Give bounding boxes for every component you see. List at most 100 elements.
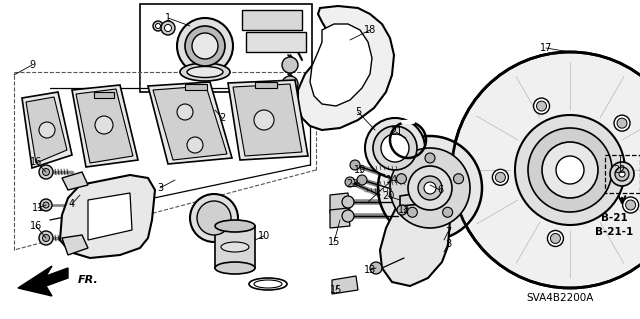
Polygon shape	[400, 190, 444, 206]
Circle shape	[39, 231, 53, 245]
Text: 16: 16	[30, 221, 42, 231]
Text: 6: 6	[437, 185, 443, 195]
Polygon shape	[380, 196, 450, 286]
Polygon shape	[60, 175, 155, 258]
Circle shape	[43, 202, 49, 208]
Bar	[94, 92, 114, 98]
Text: 2: 2	[219, 113, 225, 123]
Circle shape	[156, 24, 161, 28]
Circle shape	[161, 21, 175, 35]
Text: 11: 11	[32, 203, 44, 213]
Circle shape	[397, 205, 407, 215]
Circle shape	[342, 210, 354, 222]
Polygon shape	[148, 82, 232, 164]
Circle shape	[556, 156, 584, 184]
Polygon shape	[215, 226, 255, 268]
Ellipse shape	[215, 220, 255, 232]
Text: 4: 4	[69, 199, 75, 209]
Circle shape	[197, 201, 231, 235]
Circle shape	[40, 199, 52, 211]
Circle shape	[528, 128, 612, 212]
Polygon shape	[242, 10, 302, 30]
Circle shape	[345, 177, 355, 187]
Circle shape	[190, 194, 238, 242]
Text: FR.: FR.	[78, 275, 99, 285]
Circle shape	[550, 234, 561, 243]
Text: 17: 17	[540, 43, 552, 53]
Circle shape	[177, 18, 233, 74]
Circle shape	[425, 153, 435, 163]
Circle shape	[282, 57, 298, 73]
Circle shape	[42, 168, 49, 175]
Text: 16: 16	[30, 157, 42, 167]
Circle shape	[95, 116, 113, 134]
Polygon shape	[22, 92, 72, 168]
Circle shape	[536, 101, 547, 111]
Circle shape	[177, 104, 193, 120]
Circle shape	[614, 115, 630, 131]
Text: 5: 5	[355, 107, 361, 117]
Text: 10: 10	[258, 231, 270, 241]
Polygon shape	[330, 193, 350, 213]
Circle shape	[187, 137, 203, 153]
Circle shape	[454, 174, 463, 184]
Text: 12: 12	[398, 205, 410, 215]
Polygon shape	[62, 235, 88, 255]
Text: SVA4B2200A: SVA4B2200A	[526, 293, 594, 303]
Polygon shape	[88, 193, 132, 240]
Circle shape	[396, 174, 406, 184]
Polygon shape	[298, 6, 394, 130]
Polygon shape	[62, 172, 88, 190]
Polygon shape	[310, 24, 372, 106]
Circle shape	[350, 160, 360, 170]
Circle shape	[381, 134, 409, 162]
Circle shape	[418, 176, 442, 200]
Bar	[140, 4, 312, 92]
Ellipse shape	[180, 63, 230, 81]
Circle shape	[39, 165, 53, 179]
Text: 18: 18	[364, 25, 376, 35]
Circle shape	[626, 200, 636, 210]
Text: 15: 15	[330, 285, 342, 295]
Text: 22: 22	[614, 165, 627, 175]
Circle shape	[39, 122, 55, 138]
Ellipse shape	[215, 262, 255, 274]
Circle shape	[408, 166, 452, 210]
Polygon shape	[72, 85, 138, 167]
Circle shape	[370, 262, 382, 274]
Circle shape	[342, 196, 354, 208]
Text: 9: 9	[29, 60, 35, 70]
Circle shape	[492, 169, 508, 185]
Polygon shape	[233, 84, 302, 156]
Circle shape	[164, 25, 172, 32]
Polygon shape	[76, 89, 133, 163]
Text: 20: 20	[382, 191, 394, 201]
Circle shape	[153, 21, 163, 31]
Circle shape	[42, 234, 49, 241]
Circle shape	[617, 118, 627, 128]
Text: 21: 21	[390, 127, 402, 137]
Circle shape	[615, 167, 629, 181]
Ellipse shape	[221, 242, 249, 252]
Circle shape	[542, 142, 598, 198]
Polygon shape	[18, 266, 68, 296]
Circle shape	[452, 52, 640, 288]
Circle shape	[282, 76, 298, 92]
Circle shape	[357, 175, 367, 185]
Circle shape	[408, 207, 417, 217]
Text: 8: 8	[445, 239, 451, 249]
Polygon shape	[330, 208, 350, 228]
Text: 14: 14	[386, 175, 398, 185]
Polygon shape	[26, 97, 67, 163]
Circle shape	[623, 197, 639, 213]
Circle shape	[373, 126, 417, 170]
Circle shape	[390, 148, 470, 228]
Circle shape	[378, 136, 482, 240]
Circle shape	[610, 162, 634, 186]
Text: 7: 7	[445, 227, 451, 237]
Polygon shape	[153, 86, 227, 160]
Circle shape	[495, 172, 506, 182]
Polygon shape	[332, 276, 358, 294]
Circle shape	[365, 118, 425, 178]
Text: 19: 19	[354, 165, 366, 175]
